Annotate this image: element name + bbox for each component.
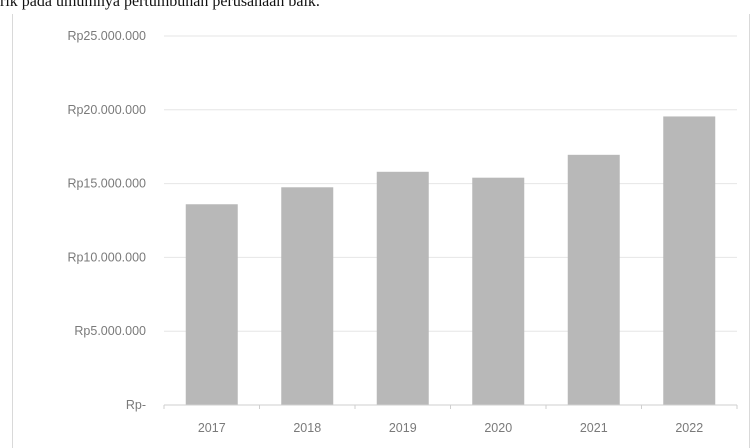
bar-2020 (472, 177, 525, 405)
x-tick-label: 2018 (293, 421, 321, 435)
x-tick-label: 2021 (580, 421, 608, 435)
x-tick-label: 2020 (484, 421, 512, 435)
bars (185, 116, 716, 405)
bar-2021 (567, 154, 620, 405)
bar-2018 (281, 187, 334, 405)
y-tick-label: Rp- (126, 398, 146, 412)
bar-2022 (663, 116, 716, 405)
gridlines (164, 35, 737, 332)
x-tick-labels: 2017 2018 2019 2020 2021 2022 (198, 421, 703, 435)
y-tick-labels: Rp- Rp5.000.000 Rp10.000.000 Rp15.000.000 Rp… (67, 29, 146, 412)
y-tick-label: Rp25.000.000 (67, 29, 146, 43)
x-axis (163, 404, 738, 409)
x-tick-label: 2019 (389, 421, 417, 435)
y-tick-label: Rp15.000.000 (67, 177, 146, 191)
x-tick-label: 2022 (675, 421, 703, 435)
intro-text: rik pada umumnya pertumbuhan perusahaan … (0, 0, 320, 10)
bar-2017 (185, 204, 238, 405)
chart-frame (12, 14, 750, 448)
y-tick-label: Rp10.000.000 (67, 250, 146, 264)
y-tick-label: Rp5.000.000 (74, 324, 146, 338)
x-tick-label: 2017 (198, 421, 226, 435)
bar-2019 (376, 171, 429, 405)
y-tick-label: Rp20.000.000 (67, 103, 146, 117)
